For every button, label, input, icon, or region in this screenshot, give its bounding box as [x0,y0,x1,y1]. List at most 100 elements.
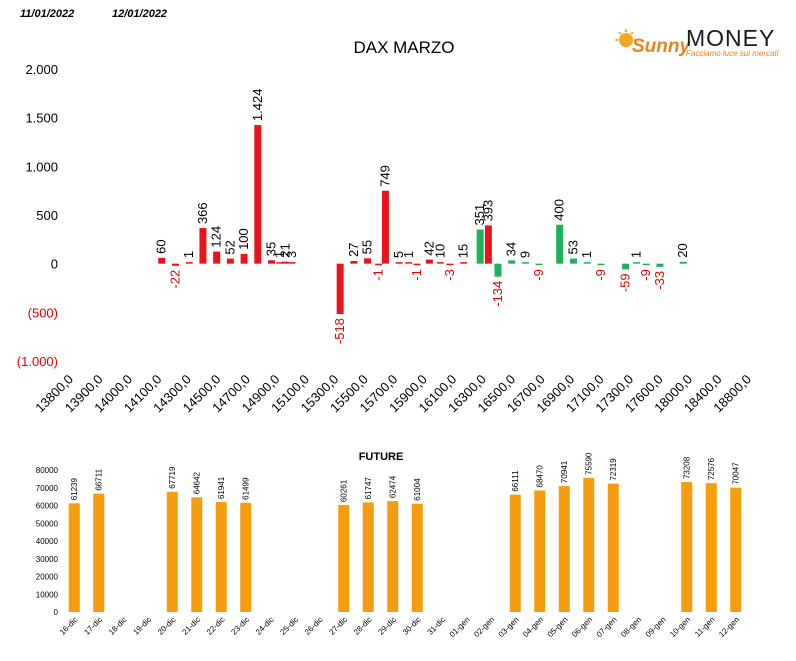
data-label: 62474 [389,475,398,498]
bar [215,502,227,612]
bar [254,125,262,264]
bar [375,263,383,266]
x-tick-label: 01-gen [448,615,472,639]
data-label: 1 [579,251,594,258]
bar [199,228,207,264]
bar [395,262,403,264]
bars [158,125,687,315]
data-label: 61747 [364,477,373,500]
x-tick-label: 16-dic [58,615,80,637]
data-label: 5 [391,251,406,258]
bar [240,253,248,264]
data-label: -518 [332,318,347,344]
bar [607,483,619,612]
data-label: 400 [552,199,567,221]
data-label: 27 [346,243,361,257]
x-tick-label: 28-dic [352,615,374,637]
date-right: 12/01/2022 [112,8,168,20]
x-axis: 13800,013900,014000,014100,014300,014500… [32,372,754,416]
x-tick-label: 19-dic [131,615,153,637]
data-label: 42 [421,241,436,255]
dax-marzo-chart: DAX MARZO 2.000 1.500 1.000 500 0 (500) (1.000… [17,38,754,416]
bar [364,258,372,264]
x-tick-label: 07-gen [595,615,619,639]
x-tick-label: 30-dic [401,615,423,637]
data-label: 73208 [683,456,692,479]
data-label: 72319 [609,458,618,481]
x-tick-label: 21-dic [180,615,202,637]
data-labels: 60-221366124521001.424351213-5182755-174… [154,89,690,345]
data-label: 1 [401,251,416,258]
bar [521,262,529,264]
data-label: 53 [565,240,580,254]
data-label: 1 [629,251,644,258]
bar [446,263,454,266]
bar [240,502,252,612]
x-tick-label: 31-dic [425,615,447,637]
bar [509,494,521,612]
sunny-money-logo: Sunny MONEY Facciamo luce sui mercati [614,25,779,58]
x-tick-label: 27-dic [327,615,349,637]
bar [705,483,717,612]
data-label: 66111 [511,470,520,492]
x-tick-label: 09-gen [644,615,668,639]
bar [336,263,344,315]
y-tick-label: 80000 [36,466,59,475]
data-label: -59 [618,273,633,292]
x-tick-label: 11-gen [693,615,717,639]
y-tick-label: 70000 [36,484,59,493]
y-tick-label: 1.500 [25,111,58,126]
bar [679,261,687,264]
data-label: 55 [360,240,375,254]
y-tick-label: 60000 [36,502,59,511]
bar [387,501,399,612]
logo-tagline-text: Facciamo luce sui mercati [686,49,779,58]
data-label: -1 [371,269,386,281]
x-tick-label: 29-dic [376,615,398,637]
data-label: -22 [167,270,182,289]
data-label: 61004 [413,478,422,501]
x-tick-label: 20-dic [156,615,178,637]
bar [436,262,444,264]
date-left: 11/01/2022 [20,8,75,20]
data-label: 34 [504,242,519,256]
data-label: 35 [264,242,279,256]
data-label: 366 [195,202,210,224]
x-tick-label: 08-gen [619,615,643,639]
data-label: 60261 [340,479,349,502]
bar [288,262,296,264]
data-label: 3 [284,251,299,258]
bar [281,261,289,264]
x-tick-label: 06-gen [570,615,594,639]
data-label: 10 [432,244,447,258]
bar [730,487,742,612]
x-tick-label: 25-dic [278,615,300,637]
bar [583,262,591,264]
x-tick-label: 23-dic [229,615,251,637]
bar [350,261,358,264]
data-label: -134 [490,281,505,307]
bar [381,190,389,264]
bar [338,505,350,612]
data-label: -33 [652,271,667,290]
y-tick-label: 1.000 [25,159,58,174]
bar [556,224,564,264]
chart-title: FUTURE [359,451,404,463]
bar [597,263,605,266]
y-tick-label: 10000 [36,590,59,599]
data-label: 52 [222,240,237,254]
data-label: -9 [593,269,608,281]
y-axis: 0 10000 20000 30000 40000 50000 60000 70000 8000… [36,466,59,617]
bar [268,260,276,264]
bar [276,262,284,264]
bar [508,260,516,264]
sun-icon [614,28,638,47]
bar [405,262,413,264]
bar [535,263,543,266]
logo-script-text: Sunny [632,36,691,57]
bar [494,263,502,277]
data-label: 749 [377,165,392,187]
data-labels: 61239 66711 67719 64642 61941 61499 60261 61747… [70,452,741,502]
data-label: 61239 [70,478,79,501]
x-tick-label: 10-gen [668,615,692,639]
